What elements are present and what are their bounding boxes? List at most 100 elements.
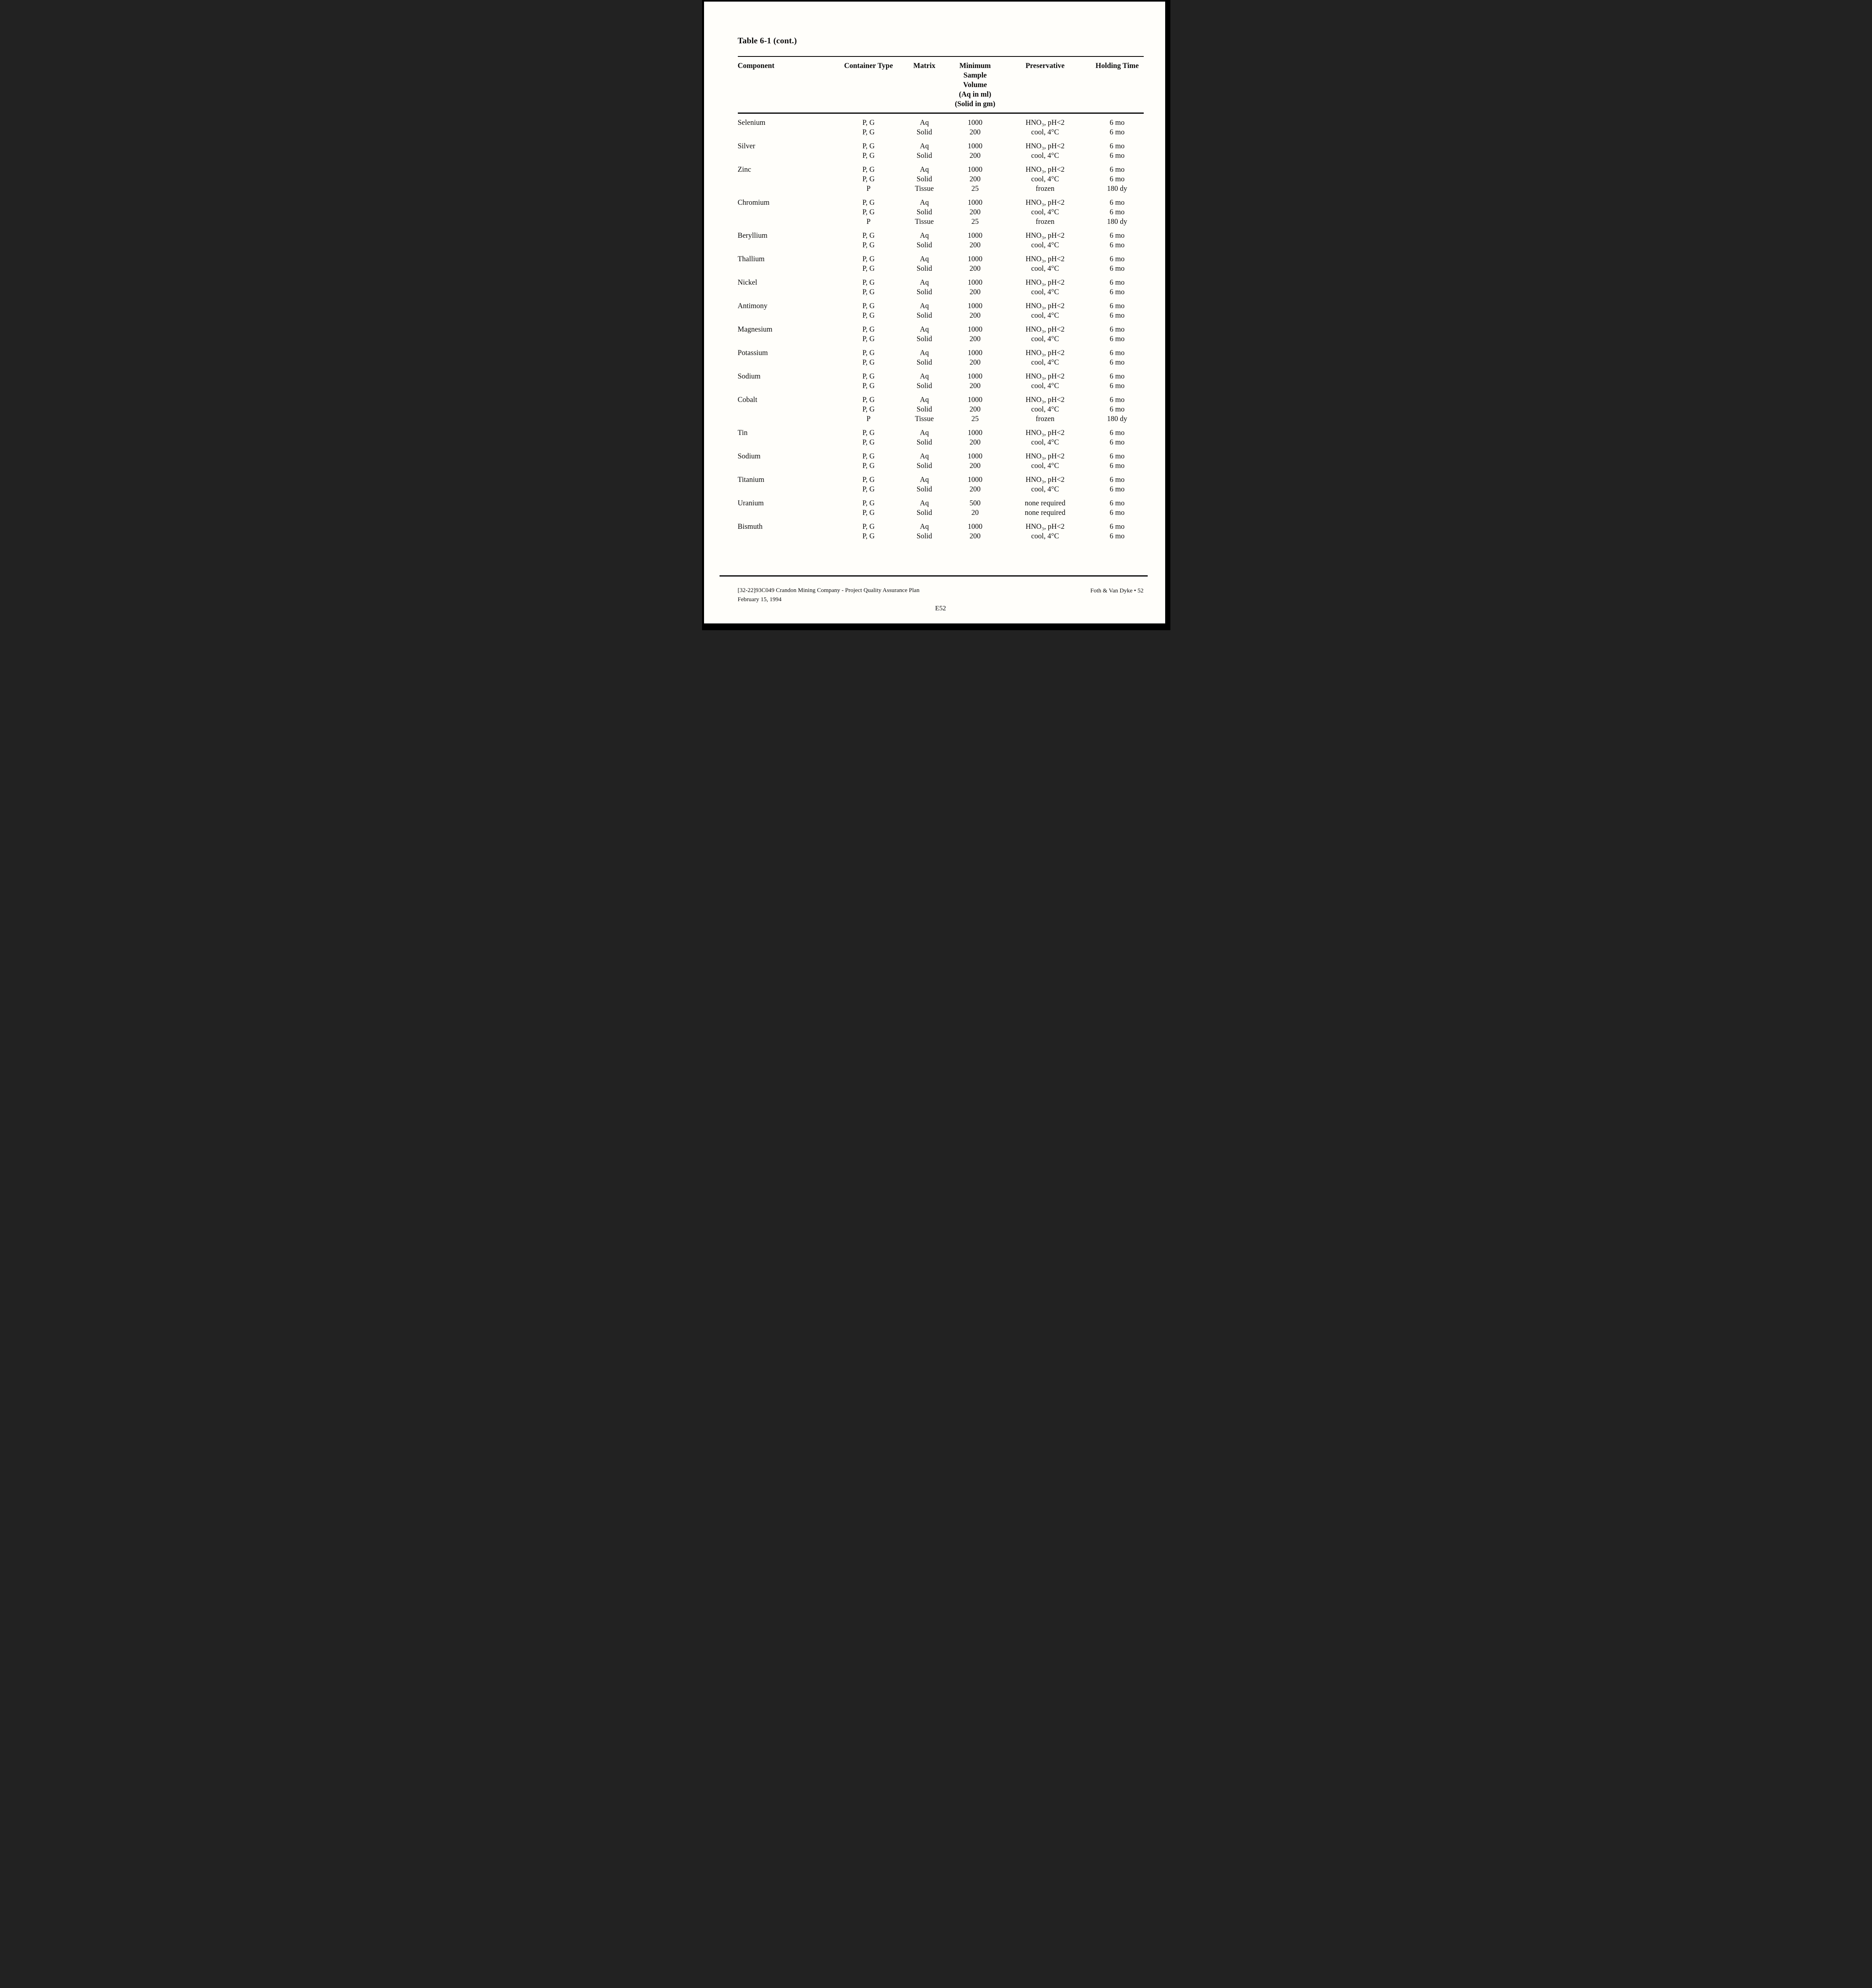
data-cell: 1000 <box>968 279 983 287</box>
component-cell: Zinc <box>737 166 751 174</box>
data-cell: cool, 4°C <box>1031 208 1059 217</box>
data-cell: HNO₃, pH<2 <box>1025 523 1065 531</box>
footer-divider <box>719 575 1148 577</box>
footer-company-page: Foth & Van Dyke • 52 <box>1090 587 1144 594</box>
component-cell: Titanium <box>737 476 764 484</box>
data-cell: 6 mo <box>1110 373 1125 381</box>
data-cell: 180 dy <box>1107 218 1127 226</box>
data-cell: HNO₃, pH<2 <box>1025 349 1065 357</box>
table-row: Silver P, G Aq 1000 HNO₃, pH<2 6 mo <box>738 137 1144 151</box>
data-cell: 6 mo <box>1110 462 1125 470</box>
table-row: Magnesium P, G Aq 1000 HNO₃, pH<2 6 mo <box>738 320 1144 334</box>
data-cell: 1000 <box>968 429 983 437</box>
document-page: Table 6-1 (cont.) Component Container Ty… <box>704 2 1165 623</box>
data-cell: HNO₃, pH<2 <box>1025 142 1065 151</box>
table-row: P, G Solid 200 cool, 4°C 6 mo <box>738 405 1144 414</box>
data-cell: 6 mo <box>1110 128 1125 137</box>
table-row: Antimony P, G Aq 1000 HNO₃, pH<2 6 mo <box>738 297 1144 311</box>
table-row: Potassium P, G Aq 1000 HNO₃, pH<2 6 mo <box>738 344 1144 358</box>
data-cell: P, G <box>862 288 875 297</box>
data-cell: 6 mo <box>1110 406 1125 414</box>
footer-left-block: [32-22]93C049 Crandon Mining Company - P… <box>738 586 920 605</box>
page-footer: [32-22]93C049 Crandon Mining Company - P… <box>719 575 1148 613</box>
data-cell: P, G <box>862 523 875 531</box>
data-cell: 6 mo <box>1110 312 1125 320</box>
footer-document-id: [32-22]93C049 Crandon Mining Company - P… <box>737 587 920 594</box>
component-cell <box>738 264 839 274</box>
data-cell: HNO₃, pH<2 <box>1025 199 1065 207</box>
data-cell: 200 <box>969 485 981 494</box>
component-cell <box>738 414 839 424</box>
table-row: Cobalt P, G Aq 1000 HNO₃, pH<2 6 mo <box>738 391 1144 405</box>
data-cell: 25 <box>971 185 979 193</box>
data-cell: P, G <box>862 452 875 461</box>
data-cell: P, G <box>862 175 875 184</box>
component-cell <box>738 287 839 297</box>
data-cell: Solid <box>916 406 932 414</box>
data-cell: 6 mo <box>1110 265 1125 273</box>
data-cell: cool, 4°C <box>1031 462 1059 470</box>
component-cell <box>738 241 839 250</box>
table-row: P, G Solid 20 none required 6 mo <box>738 508 1144 518</box>
data-cell: Aq <box>920 499 929 508</box>
page-title: Table 6-1 (cont.) <box>737 36 797 45</box>
component-cell <box>738 311 839 320</box>
data-cell: 6 mo <box>1110 476 1125 484</box>
data-cell: 200 <box>969 175 981 184</box>
data-cell: Solid <box>916 265 932 273</box>
table-row: Tin P, G Aq 1000 HNO₃, pH<2 6 mo <box>738 424 1144 438</box>
data-cell: 25 <box>971 415 979 423</box>
data-cell: 200 <box>969 439 981 447</box>
data-cell: 200 <box>969 241 981 250</box>
data-cell: 200 <box>969 312 981 320</box>
data-cell: 200 <box>969 265 981 273</box>
data-cell: 6 mo <box>1110 439 1125 447</box>
data-cell: HNO₃, pH<2 <box>1025 119 1065 127</box>
data-cell: frozen <box>1036 218 1055 226</box>
data-cell: 1000 <box>968 255 983 264</box>
component-cell: Bismuth <box>737 523 763 531</box>
data-cell: Solid <box>916 128 932 137</box>
data-cell: 200 <box>969 532 981 541</box>
data-cell: 200 <box>969 335 981 344</box>
data-cell: P, G <box>862 241 875 250</box>
data-cell: cool, 4°C <box>1031 485 1059 494</box>
data-cell: Solid <box>916 208 932 217</box>
data-cell: cool, 4°C <box>1031 406 1059 414</box>
data-cell: 6 mo <box>1110 241 1125 250</box>
table-row: Chromium P, G Aq 1000 HNO₃, pH<2 6 mo <box>738 194 1144 208</box>
data-cell: P, G <box>862 166 875 174</box>
data-cell: 6 mo <box>1110 175 1125 184</box>
page-number: E52 <box>935 604 946 612</box>
data-cell: 6 mo <box>1110 523 1125 531</box>
data-cell: cool, 4°C <box>1031 439 1059 447</box>
table-row: Beryllium P, G Aq 1000 HNO₃, pH<2 6 mo <box>738 227 1144 241</box>
table-row: P, G Solid 200 cool, 4°C 6 mo <box>738 358 1144 367</box>
data-cell: Tissue <box>915 415 934 423</box>
data-cell: Aq <box>920 302 929 311</box>
component-cell <box>738 208 839 217</box>
table-row: P, G Solid 200 cool, 4°C 6 mo <box>738 461 1144 471</box>
data-cell: 1000 <box>968 476 983 484</box>
data-cell: Tissue <box>915 218 934 226</box>
data-cell: 6 mo <box>1110 326 1125 334</box>
table-header: Component Container Type Matrix Minimum … <box>737 56 1144 114</box>
component-cell: Sodium <box>737 452 761 461</box>
data-cell: Solid <box>916 288 932 297</box>
data-cell: Solid <box>916 462 932 470</box>
data-cell: Aq <box>920 279 929 287</box>
data-cell: P, G <box>862 152 875 160</box>
data-cell: 6 mo <box>1110 152 1125 160</box>
data-cell: cool, 4°C <box>1031 335 1059 344</box>
column-header-matrix: Matrix <box>898 56 951 114</box>
data-cell: 200 <box>969 208 981 217</box>
data-cell: Solid <box>916 532 932 541</box>
data-cell: 1000 <box>968 373 983 381</box>
data-cell: 200 <box>969 288 981 297</box>
component-cell: Magnesium <box>737 326 772 334</box>
data-cell: 6 mo <box>1110 499 1125 508</box>
data-cell: 6 mo <box>1110 255 1125 264</box>
data-cell: 200 <box>969 359 981 367</box>
component-cell: Potassium <box>737 349 768 357</box>
data-cell: 1000 <box>968 302 983 311</box>
